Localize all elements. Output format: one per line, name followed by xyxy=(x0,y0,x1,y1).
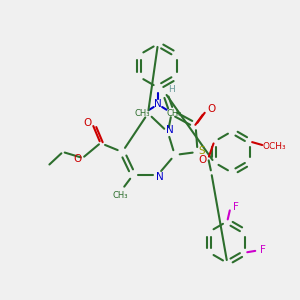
Text: N: N xyxy=(154,99,162,110)
Text: S: S xyxy=(198,146,205,156)
Text: F: F xyxy=(233,202,239,212)
Text: N: N xyxy=(156,172,164,182)
Text: O: O xyxy=(198,155,206,165)
Text: O: O xyxy=(74,154,82,164)
Text: CH₃: CH₃ xyxy=(112,191,128,200)
Text: F: F xyxy=(260,244,266,255)
Text: N: N xyxy=(166,125,174,135)
Text: H: H xyxy=(168,85,175,94)
Text: CH₃: CH₃ xyxy=(166,109,182,118)
Text: O: O xyxy=(83,118,92,128)
Text: O: O xyxy=(207,104,216,114)
Text: OCH₃: OCH₃ xyxy=(262,142,286,151)
Text: CH₃: CH₃ xyxy=(134,109,150,118)
